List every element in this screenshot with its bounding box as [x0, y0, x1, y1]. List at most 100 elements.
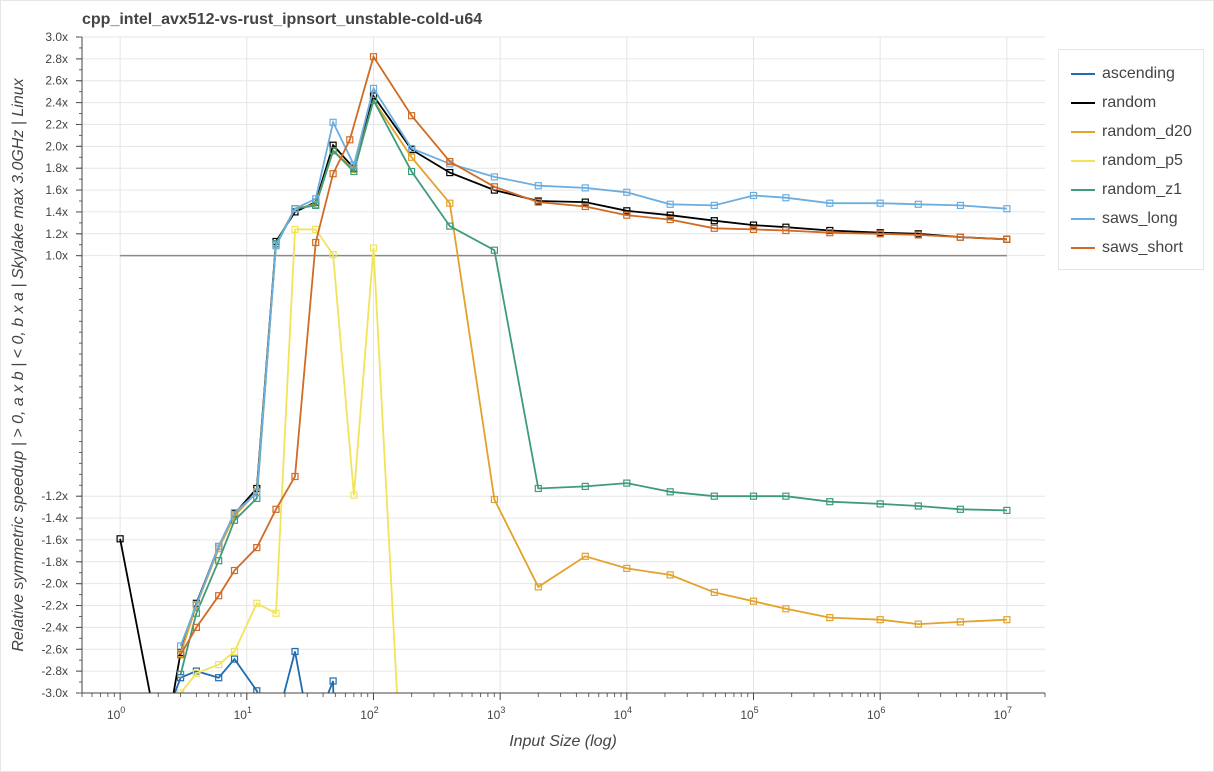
data-point	[230, 647, 239, 656]
data-point	[534, 583, 542, 591]
data-point	[177, 642, 185, 650]
data-point	[272, 609, 280, 617]
data-point	[230, 566, 239, 575]
data-point	[826, 229, 834, 237]
data-point	[876, 500, 884, 508]
data-point	[291, 205, 299, 213]
legend-item-random_z1[interactable]: random_z1	[1071, 180, 1182, 200]
data-point	[1003, 506, 1011, 514]
y-tick-label: 2.2x	[45, 117, 68, 131]
data-point	[192, 600, 200, 609]
data-point	[956, 618, 965, 626]
data-point	[312, 238, 320, 247]
data-point	[623, 564, 631, 573]
data-point	[914, 231, 922, 239]
data-point	[581, 184, 589, 192]
data-point	[192, 669, 200, 677]
y-axis-label: Relative symmetric speedup | > 0, a x b …	[10, 77, 27, 651]
legend-label: random_d20	[1102, 123, 1192, 140]
series-saws_short	[177, 53, 1011, 659]
y-tick-label: 2.6x	[45, 74, 68, 88]
data-point	[956, 505, 965, 513]
y-tick-label: -2.4x	[41, 620, 68, 634]
data-point	[914, 502, 922, 510]
data-point	[826, 613, 834, 622]
y-tick-label: -1.4x	[41, 511, 68, 525]
x-tick-label: 103	[487, 705, 505, 722]
data-point	[581, 552, 589, 560]
y-tick-label: 1.0x	[45, 249, 68, 263]
legend-item-ascending[interactable]: ascending	[1071, 64, 1175, 84]
data-point	[369, 244, 378, 252]
legend-label: saws_short	[1102, 239, 1183, 256]
data-point	[329, 170, 337, 178]
y-tick-label: -3.0x	[41, 686, 68, 700]
data-point	[1003, 235, 1011, 243]
series-line-ascending	[173, 651, 335, 693]
x-tick-label: 104	[614, 705, 632, 722]
data-point	[782, 492, 790, 500]
y-tick-label: 1.4x	[45, 205, 68, 219]
legend-swatch	[1071, 247, 1095, 249]
legend-swatch	[1071, 160, 1095, 162]
legend-swatch	[1071, 102, 1095, 104]
data-point	[253, 543, 261, 552]
data-point	[782, 605, 790, 613]
data-point	[710, 492, 718, 500]
legend-item-random[interactable]: random	[1071, 93, 1156, 113]
y-tick-label: 3.0x	[45, 30, 68, 44]
legend-swatch	[1071, 131, 1095, 133]
legend-label: ascending	[1102, 65, 1175, 82]
data-point	[446, 158, 454, 166]
x-tick-exponent: 4	[627, 705, 632, 715]
data-point	[490, 246, 498, 254]
series-line-random	[119, 93, 1007, 693]
x-tick-label: 101	[234, 705, 252, 722]
y-tick-label: -1.8x	[41, 555, 68, 569]
data-point	[490, 495, 498, 504]
x-tick-label: 105	[740, 705, 758, 722]
x-tick-label: 100	[107, 705, 125, 722]
data-point	[1003, 616, 1011, 624]
data-point	[666, 216, 674, 224]
data-point	[876, 199, 884, 207]
data-point	[312, 195, 320, 203]
legend-item-random_p5[interactable]: random_p5	[1071, 151, 1183, 171]
y-tick-label: -2.8x	[41, 664, 68, 678]
legend-item-saws_short[interactable]: saws_short	[1071, 238, 1183, 258]
y-tick-label: 2.8x	[45, 52, 68, 66]
y-tick-label: -2.2x	[41, 599, 68, 613]
data-point	[666, 571, 674, 579]
data-point	[177, 689, 185, 693]
y-tick-label: 1.2x	[45, 227, 68, 241]
legend-label: saws_long	[1102, 210, 1178, 227]
data-point	[581, 482, 589, 490]
legend-item-saws_long[interactable]: saws_long	[1071, 209, 1178, 229]
data-point	[350, 161, 358, 169]
x-tick-label: 106	[867, 705, 885, 722]
x-axis-label: Input Size (log)	[509, 733, 617, 750]
data-point	[446, 199, 454, 207]
x-tick-exponent: 1	[247, 705, 252, 715]
data-point	[876, 616, 884, 624]
data-point	[446, 169, 454, 177]
series-saws_long	[177, 84, 1011, 650]
data-point	[116, 535, 124, 543]
data-point	[192, 623, 200, 632]
grid-lines	[82, 36, 1045, 694]
data-point	[710, 217, 718, 225]
data-point	[914, 620, 922, 628]
legend-swatch	[1071, 73, 1095, 75]
y-tick-label: 1.6x	[45, 183, 68, 197]
data-point	[291, 472, 299, 481]
series-random	[116, 92, 1011, 693]
series-lines	[116, 53, 1011, 693]
data-point	[272, 242, 280, 250]
data-point	[329, 677, 337, 685]
data-point	[666, 211, 674, 219]
legend-item-random_d20[interactable]: random_d20	[1071, 122, 1192, 142]
x-tick-exponent: 0	[120, 705, 125, 715]
data-point	[581, 202, 589, 211]
